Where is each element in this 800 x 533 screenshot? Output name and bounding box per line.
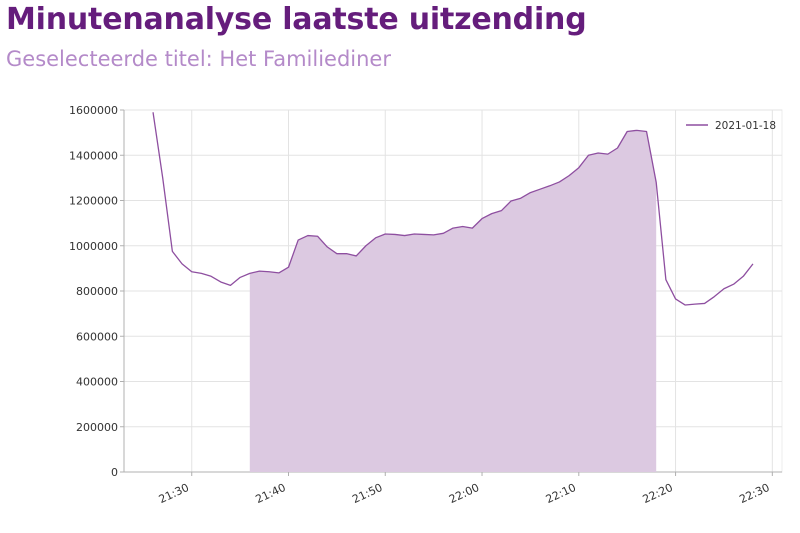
- x-tick-label: 21:30: [157, 481, 191, 506]
- legend-label: 2021-01-18: [715, 120, 776, 132]
- x-tick-label: 21:40: [254, 481, 288, 506]
- y-tick-label: 200000: [76, 421, 118, 434]
- y-tick-label: 400000: [76, 376, 118, 389]
- y-tick-label: 1600000: [69, 104, 118, 117]
- y-tick-label: 800000: [76, 285, 118, 298]
- x-tick-label: 22:10: [544, 481, 578, 506]
- page-title: Minutenanalyse laatste uitzending: [6, 2, 587, 37]
- x-tick-label: 22:30: [737, 481, 771, 506]
- y-tick-label: 0: [111, 466, 118, 479]
- y-tick-label: 600000: [76, 330, 118, 343]
- shaded-area: [249, 130, 657, 473]
- x-tick-label: 22:20: [641, 481, 675, 506]
- x-tick-label: 22:00: [447, 481, 481, 506]
- y-tick-label: 1200000: [69, 195, 118, 208]
- x-tick-label: 21:50: [350, 481, 384, 506]
- y-tick-label: 1000000: [69, 240, 118, 253]
- series-line: [152, 112, 754, 306]
- y-tick-label: 1400000: [69, 149, 118, 162]
- page-subtitle: Geselecteerde titel: Het Familiediner: [6, 47, 391, 71]
